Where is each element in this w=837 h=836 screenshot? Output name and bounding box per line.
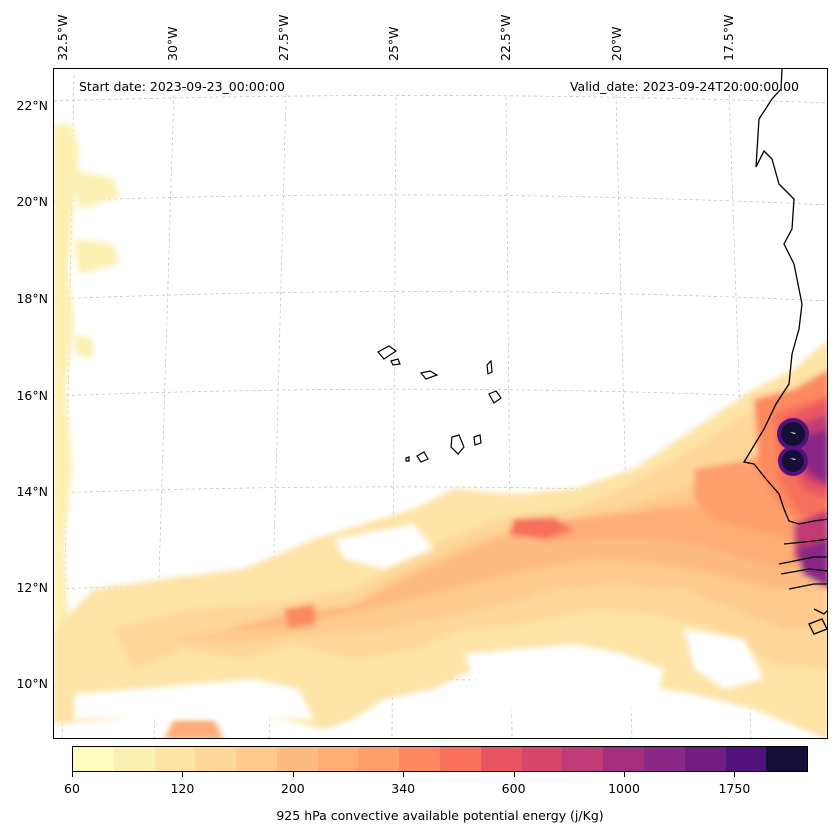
colorbar-label: 925 hPa convective available potential e… — [276, 808, 604, 823]
colorbar-segment — [480, 747, 522, 771]
island-maio — [473, 434, 482, 446]
colorbar-segment — [73, 747, 114, 771]
coastline — [742, 69, 827, 635]
colorbar-segment — [766, 747, 808, 771]
colorbar-segment — [643, 747, 685, 771]
colorbar-tick-label: 600 — [501, 781, 526, 796]
cape-contours — [54, 124, 827, 738]
cape-field-map — [54, 69, 827, 738]
colorbar-tick-label: 1750 — [718, 781, 751, 796]
colorbar-tick-label: 340 — [391, 781, 416, 796]
lon-label-30w: 30°W — [165, 26, 180, 61]
colorbar-segment — [317, 747, 359, 771]
colorbar-segment — [195, 747, 237, 771]
colorbar-tick-label: 120 — [170, 781, 195, 796]
lon-label-20w: 20°W — [609, 26, 624, 61]
cape-maxima — [777, 418, 809, 476]
white-gaps — [74, 524, 764, 719]
colorbar — [72, 746, 808, 772]
lat-label-14n: 14°N — [16, 484, 48, 499]
island-boa-vista — [488, 390, 502, 404]
colorbar-segment — [684, 747, 726, 771]
island-fogo — [416, 451, 429, 463]
lat-label-10n: 10°N — [16, 676, 48, 691]
start-date-label: Start date: 2023-09-23_00:00:00 — [79, 79, 285, 94]
lon-label-25w: 25°W — [386, 26, 401, 61]
cabo-verde-islands — [377, 345, 502, 463]
lat-label-20n: 20°N — [16, 194, 48, 209]
colorbar-tick — [403, 772, 405, 777]
island-santo-antao — [377, 345, 398, 360]
colorbar-tick — [292, 772, 294, 777]
lon-label-27-5w: 27.5°W — [276, 14, 291, 61]
lon-label-22-5w: 22.5°W — [498, 14, 513, 61]
lat-label-18n: 18°N — [16, 291, 48, 306]
island-sao-nicolau — [419, 370, 439, 380]
island-sao-vicente — [390, 358, 401, 366]
colorbar-tick — [513, 772, 515, 777]
lon-label-32-5w: 32.5°W — [55, 14, 70, 61]
colorbar-tick-label: 60 — [64, 781, 80, 796]
colorbar-tick — [72, 772, 73, 777]
colorbar-tick — [624, 772, 625, 777]
island-sal — [486, 359, 493, 375]
lat-label-16n: 16°N — [16, 388, 48, 403]
colorbar-segment — [358, 747, 400, 771]
island-brava — [405, 456, 410, 462]
colorbar-segment — [725, 747, 767, 771]
valid-date-label: Valid_date: 2023-09-24T20:00:00.00 — [569, 79, 799, 94]
colorbar-segment — [603, 747, 644, 771]
lon-label-17-5w: 17.5°W — [721, 14, 736, 61]
colorbar-tick — [734, 772, 736, 777]
colorbar-segment — [154, 747, 196, 771]
colorbar-segment — [113, 747, 155, 771]
colorbar-tick — [182, 772, 184, 777]
colorbar-segment — [440, 747, 481, 771]
colorbar-segment — [521, 747, 563, 771]
colorbar-segment — [562, 747, 604, 771]
parallel-22n — [54, 95, 827, 104]
island-santiago — [450, 434, 465, 455]
colorbar-segment — [399, 747, 441, 771]
africa-coastline — [742, 69, 827, 525]
map-panel: Start date: 2023-09-23_00:00:00 Valid_da… — [53, 68, 828, 739]
colorbar-tick-label: 200 — [280, 781, 305, 796]
colorbar-segment — [276, 747, 318, 771]
lat-label-22n: 22°N — [16, 98, 48, 113]
lat-label-12n: 12°N — [16, 580, 48, 595]
colorbar-segment — [236, 747, 277, 771]
colorbar-tick-label: 1000 — [608, 781, 640, 796]
